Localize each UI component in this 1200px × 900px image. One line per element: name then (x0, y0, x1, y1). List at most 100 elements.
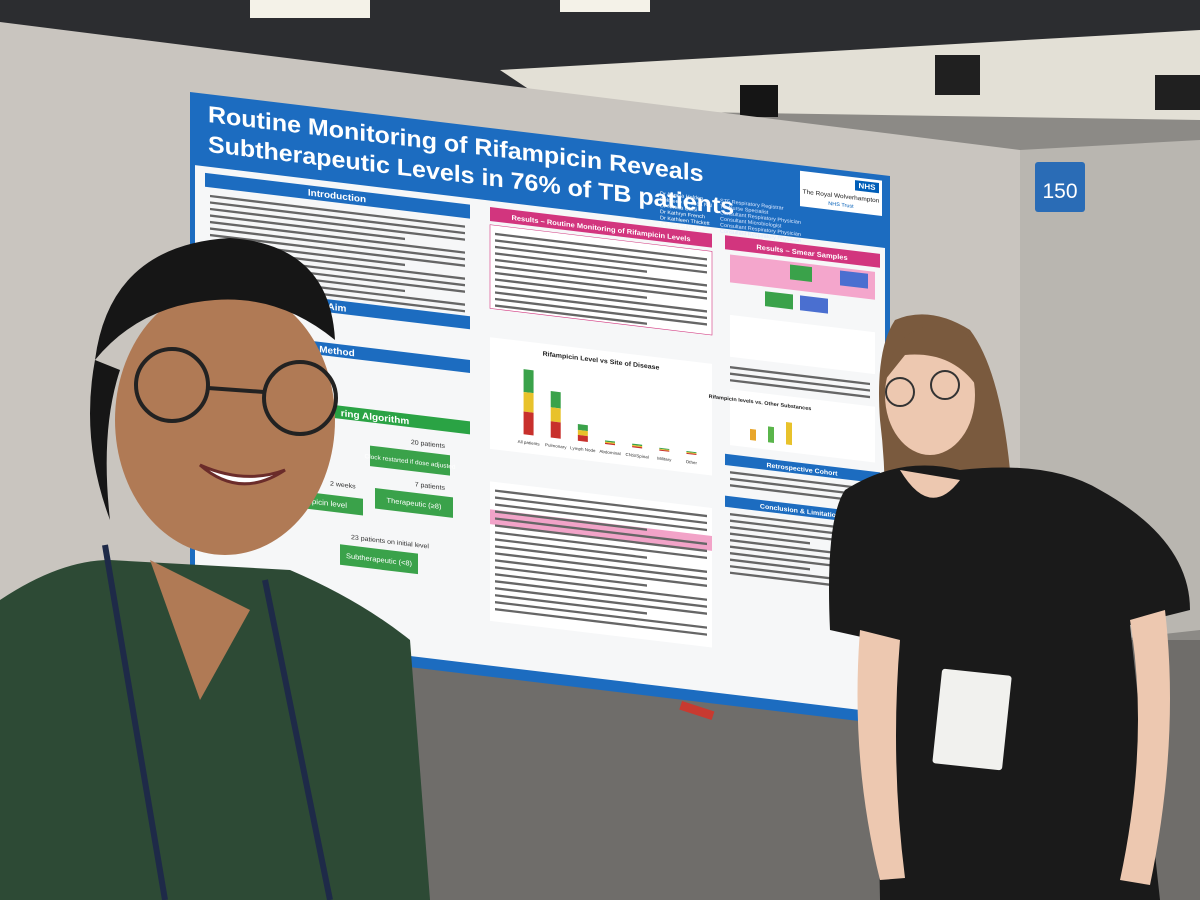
flow-box (765, 291, 793, 310)
chart-bars (523, 369, 697, 456)
chart-category: Abdominal (599, 449, 620, 456)
bar-shape (786, 422, 792, 446)
bar-shape (659, 448, 670, 451)
text-line (495, 587, 707, 615)
text-line (495, 566, 647, 587)
bar-shape (632, 446, 643, 449)
text-line (730, 379, 870, 399)
bar-shape (605, 440, 615, 443)
section-header (205, 172, 470, 219)
ceiling-panel (500, 30, 1200, 120)
chart-category: Other (686, 459, 698, 465)
text-line (730, 366, 870, 386)
section-title: Method (319, 344, 355, 359)
bar-shape (523, 391, 534, 413)
spotlight (740, 85, 778, 117)
text-line (495, 573, 707, 601)
chart-category: CNS/Spinal (626, 452, 649, 460)
logo-sub: NHS Trust (828, 201, 854, 210)
algorithm-note: 20 patients (411, 439, 446, 450)
text-line (495, 489, 707, 518)
bar-shape (659, 447, 670, 450)
text-line (210, 194, 465, 228)
algorithm-box (370, 445, 450, 476)
booth-sign (1035, 162, 1085, 212)
section-header (725, 453, 880, 484)
chart-categories: All patients Pulmonary Lymph Node Abdominal… (518, 439, 698, 465)
text-line (495, 559, 707, 587)
chart-category: Pulmonary (545, 442, 567, 449)
ceiling-light (250, 0, 370, 18)
author-name: Dr Richard Carter (660, 221, 703, 232)
algorithm-box (375, 488, 453, 518)
text-line (495, 291, 707, 320)
text-line (730, 532, 810, 545)
bar-shape (659, 449, 670, 452)
booth-number: 150 (1042, 180, 1077, 203)
text-line (730, 558, 810, 571)
chart-category: Lymph Node (570, 445, 596, 453)
author-name: Dr Angela Holden (660, 191, 703, 202)
text-line (495, 252, 647, 273)
bar-shape (550, 391, 561, 409)
bar-shape (577, 434, 588, 442)
person-left (0, 238, 430, 900)
text-line (495, 271, 707, 300)
text-line (495, 545, 707, 574)
nhs-badge (855, 180, 879, 194)
author-name: Dr Kathryn French (660, 209, 705, 220)
text-line (495, 258, 707, 287)
text-line (210, 207, 465, 241)
flow-box (790, 264, 812, 282)
spotlight (935, 55, 980, 95)
chart-panel (490, 337, 712, 476)
chart-category: All patients (518, 439, 541, 447)
author-name: Dr Nneka Obisi (660, 203, 697, 213)
text-line (730, 484, 870, 504)
section-header (490, 207, 712, 248)
section-title: Aim (328, 302, 347, 315)
bar-shape (577, 429, 588, 437)
bar-shape (523, 411, 534, 436)
text-line (495, 245, 707, 274)
poster: Routine Monitoring of Rifampicin Reveals… (190, 92, 890, 725)
logo-badge: NHS (859, 181, 876, 192)
text-line (495, 265, 707, 294)
bar-shape (750, 428, 756, 441)
floor-object (679, 700, 715, 721)
flow-box (800, 295, 828, 314)
bar-shape (632, 444, 643, 448)
text-line (495, 297, 707, 326)
text-line (210, 220, 465, 254)
chart-category: Military (657, 456, 672, 463)
text-line (730, 372, 870, 392)
algorithm-note: 2 weeks (330, 481, 356, 491)
bar-shape (686, 452, 697, 455)
algorithm-box (340, 544, 418, 575)
mini-charts (730, 314, 875, 375)
text-line (495, 552, 707, 580)
text-line (495, 510, 647, 531)
bar-shape (605, 441, 615, 444)
table-rows (495, 489, 707, 636)
text-line (495, 608, 707, 636)
chart-panel (730, 389, 875, 463)
bar-shape (686, 452, 697, 456)
text-line (495, 580, 707, 608)
text-line (210, 227, 465, 261)
author-name: Dr Kathleen Thickett (660, 215, 710, 227)
text-line (495, 538, 647, 559)
text-line (210, 214, 405, 241)
text-line (495, 232, 707, 261)
text-line (495, 284, 707, 313)
table-rows (495, 232, 707, 326)
text-line (495, 304, 647, 325)
bar-shape (577, 424, 588, 432)
text-line (730, 471, 870, 491)
text-line (730, 477, 870, 497)
text-line (495, 601, 707, 629)
person-right (829, 314, 1190, 900)
bar-shape (523, 369, 534, 394)
